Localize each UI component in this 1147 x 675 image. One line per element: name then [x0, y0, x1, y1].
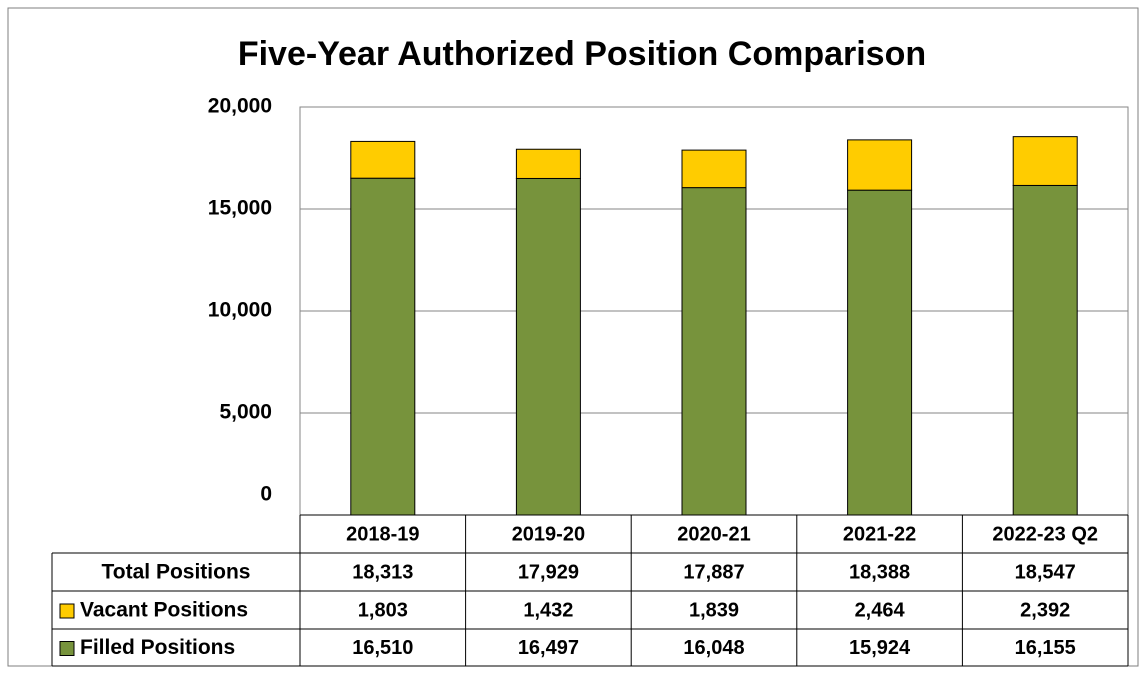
bar-segment — [350, 177, 416, 516]
row-label: Total Positions — [102, 561, 251, 584]
table-value: 16,510 — [352, 637, 413, 659]
bar-segment — [847, 139, 913, 191]
table-value: 1,803 — [358, 599, 408, 621]
x-tick-label: 2019-20 — [512, 523, 585, 545]
table-value: 2,464 — [855, 599, 906, 621]
x-tick-label: 2021-22 — [843, 523, 916, 545]
table-value: 1,432 — [523, 599, 573, 621]
table-value: 18,547 — [1015, 561, 1076, 583]
x-tick-label: 2020-21 — [677, 523, 750, 545]
table-value: 17,929 — [518, 561, 579, 583]
table-value: 1,839 — [689, 599, 739, 621]
bar-segment — [681, 149, 747, 189]
legend-label: Vacant Positions — [80, 599, 248, 622]
bar-segment — [681, 187, 747, 516]
table-value: 2,392 — [1020, 599, 1070, 621]
bar-segment — [1012, 136, 1078, 186]
legend-key — [59, 641, 75, 656]
y-tick-label: 15,000 — [208, 197, 272, 220]
bar-segment — [515, 148, 581, 179]
chart-title: Five-Year Authorized Position Comparison — [238, 35, 926, 73]
legend-label: Filled Positions — [80, 636, 235, 659]
y-tick-label: 0 — [260, 483, 272, 506]
bar-segment — [350, 140, 416, 179]
legend-key — [59, 603, 75, 619]
bar-segment — [1012, 184, 1078, 516]
x-tick-label: 2018-19 — [346, 523, 419, 545]
x-tick-label: 2022-23 Q2 — [992, 523, 1098, 545]
table-value: 15,924 — [849, 637, 911, 659]
y-tick-label: 5,000 — [219, 401, 272, 424]
table-value: 16,048 — [683, 637, 744, 659]
bar-segment — [847, 189, 913, 516]
y-tick-label: 10,000 — [208, 299, 272, 322]
table-value: 16,497 — [518, 637, 579, 659]
y-tick-label: 20,000 — [208, 95, 272, 118]
table-value: 18,388 — [849, 561, 910, 583]
table-value: 18,313 — [352, 561, 413, 583]
bar-segment — [515, 177, 581, 516]
table-value: 16,155 — [1015, 637, 1076, 659]
table-value: 17,887 — [683, 561, 744, 583]
